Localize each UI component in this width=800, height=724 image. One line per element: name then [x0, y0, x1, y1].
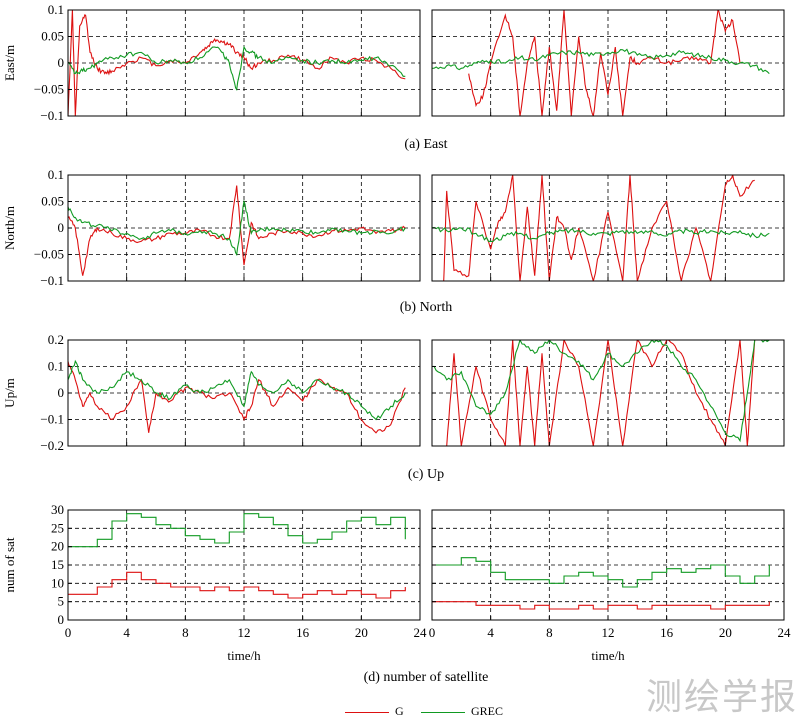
panel-up-left [67, 339, 421, 447]
series-grec-up-left [68, 359, 406, 421]
legend-label-grec: GREC [471, 704, 504, 718]
y-tick-label: −0.05 [34, 82, 64, 97]
x-tick-label: 12 [238, 625, 251, 640]
x-tick-label: 8 [182, 625, 189, 640]
y-axis-label-number-of-satellite: num of sat [2, 537, 17, 592]
x-tick-label: 16 [660, 625, 674, 640]
y-tick-label: −0.2 [40, 438, 64, 453]
y-axis-label-up: Up/m [2, 378, 17, 408]
y-tick-label: 0.1 [48, 167, 64, 182]
caption-number-of-satellite: (d) number of satellite [364, 670, 489, 685]
series-g-up-right [446, 340, 756, 446]
x-tick-label: 0 [429, 625, 436, 640]
y-tick-label: −0.05 [34, 247, 64, 262]
series-grec-east-left [68, 45, 406, 92]
x-tick-label: 24 [414, 625, 428, 640]
y-tick-label: −0.1 [40, 273, 64, 288]
x-tick-label: 8 [546, 625, 553, 640]
series-grec-number-of-satellite-right [432, 557, 770, 588]
y-axis-label-north: North/m [2, 206, 17, 250]
legend: G GREC [335, 704, 555, 720]
y-tick-label: −0.1 [40, 108, 64, 123]
panel-north-right [431, 174, 785, 282]
x-tick-label: 0 [65, 625, 72, 640]
x-axis-label: time/h [591, 648, 625, 663]
y-tick-label: 0.2 [48, 332, 64, 347]
x-tick-label: 12 [602, 625, 615, 640]
x-tick-label: 20 [355, 625, 368, 640]
y-tick-label: 0 [58, 612, 65, 627]
legend-label-g: G [395, 704, 404, 718]
y-tick-label: 0.05 [41, 194, 64, 209]
caption-up: (c) Up [408, 467, 444, 482]
y-tick-label: 0.1 [48, 359, 64, 374]
series-grec-up-right [432, 340, 770, 443]
panel-number-of-satellite-left [67, 509, 421, 621]
panel-east-left [67, 9, 421, 117]
x-tick-label: 16 [296, 625, 310, 640]
legend-swatch-g [345, 712, 389, 713]
y-tick-label: 0.1 [48, 2, 64, 17]
y-tick-label: 20 [51, 539, 64, 554]
y-tick-label: 10 [51, 575, 64, 590]
watermark: 测绘学报 [646, 677, 799, 718]
series-grec-north-right [432, 226, 770, 243]
y-tick-label: 25 [51, 520, 64, 535]
caption-east: (a) East [404, 137, 447, 152]
legend-swatch-grec [421, 712, 465, 713]
series-g-north-left [68, 185, 406, 276]
x-tick-label: 4 [487, 625, 494, 640]
x-axis-label: time/h [227, 648, 261, 663]
series-g-number-of-satellite-left [68, 571, 406, 599]
y-tick-label: 15 [51, 557, 64, 572]
series-g-east-right [468, 10, 741, 116]
series-g-north-right [443, 175, 755, 281]
y-tick-label: 5 [58, 594, 65, 609]
x-tick-label: 24 [778, 625, 792, 640]
y-tick-label: 0 [58, 55, 65, 70]
x-tick-label: 4 [123, 625, 130, 640]
panel-north-left [67, 174, 421, 282]
panel-up-right [431, 339, 785, 447]
series-grec-north-left [68, 199, 406, 257]
y-axis-label-east: East/m [2, 45, 17, 81]
series-g-east-left [68, 10, 406, 116]
series-g-up-left [68, 361, 406, 434]
y-tick-label: −0.1 [40, 412, 64, 427]
y-tick-label: 0 [58, 385, 65, 400]
caption-north: (b) North [400, 300, 453, 315]
y-tick-label: 30 [51, 502, 64, 517]
panel-east-right [431, 9, 785, 117]
panel-number-of-satellite-right [431, 509, 785, 621]
series-g-number-of-satellite-right [432, 601, 770, 610]
x-tick-label: 20 [719, 625, 732, 640]
series-grec-number-of-satellite-left [68, 513, 406, 548]
series-grec-east-right [432, 48, 770, 74]
y-tick-label: 0 [58, 220, 65, 235]
y-tick-label: 0.05 [41, 29, 64, 44]
